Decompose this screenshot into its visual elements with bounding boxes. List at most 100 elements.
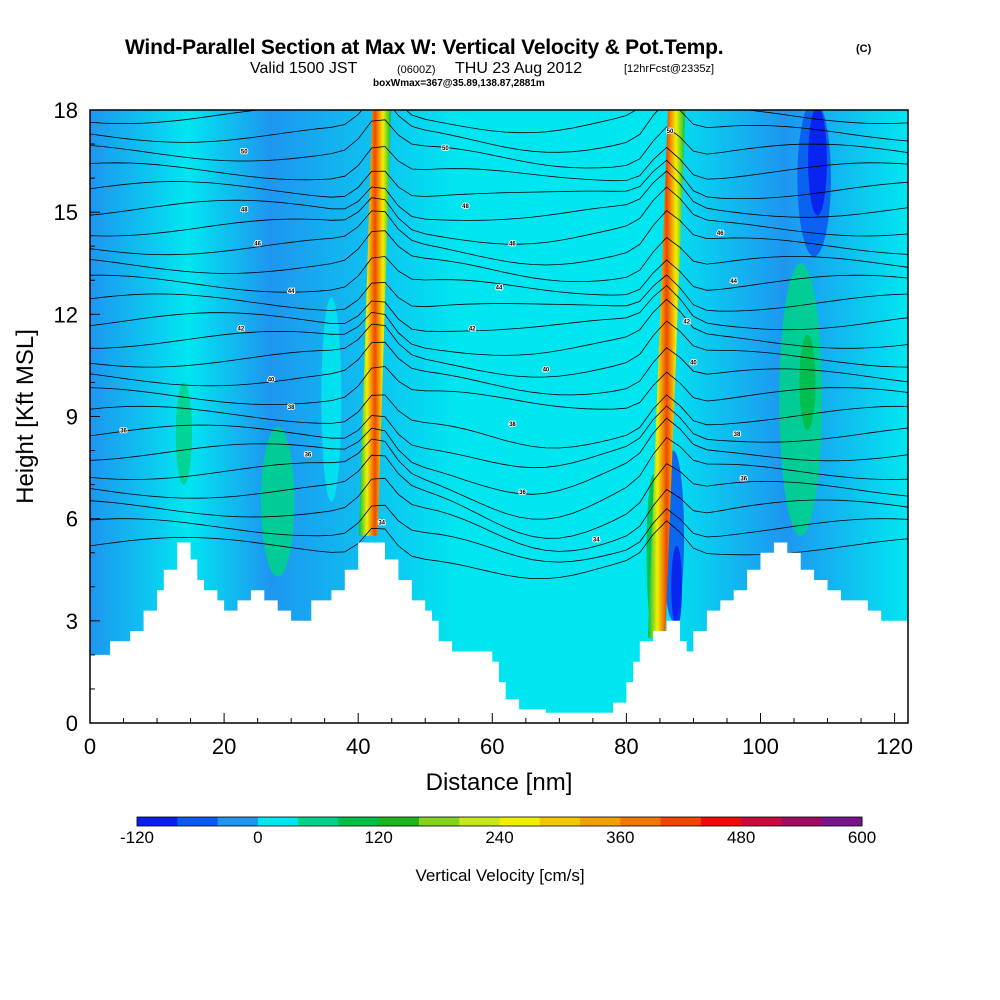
theta-contour-labels: 50 50 48 48 50 46 46 46 44 44 44 42 42 42 40 40 40 38 38 38… [119,128,748,544]
theta-contour-line [90,110,908,134]
theta-contour-label: 36 [120,429,127,435]
theta-contour-label: 42 [469,326,476,332]
theta-contour-label: 38 [509,422,516,428]
terrain-mask [90,542,908,723]
theta-contour-label: 36 [305,452,312,458]
colorbar-swatch [499,817,541,826]
velocity-region [799,334,816,431]
velocity-region [321,297,342,502]
theta-contour-line [90,417,908,495]
colorbar-swatch [580,817,621,826]
colorbar-tick-label: 0 [253,828,262,847]
colorbar-swatch [257,817,299,826]
chart-title: Wind-Parallel Section at Max W: Vertical… [125,36,724,59]
theta-contour-label: 46 [254,241,261,247]
velocity-region [505,178,613,519]
theta-contour-label: 42 [683,320,690,326]
velocity-region [808,110,827,216]
theta-contour-line [90,366,908,410]
theta-contour-line [90,230,908,283]
theta-contour-line [90,256,908,296]
colorbar-swatch [418,817,460,826]
updraft-core-left [358,110,392,536]
x-tick-label: 100 [742,734,779,759]
velocity-region [671,545,683,628]
x-tick-label: 80 [614,734,638,759]
theta-contour-line [90,119,908,169]
colorbar-swatch [459,817,500,826]
colorbar-swatch [378,817,420,826]
theta-contour-label: 46 [509,241,516,247]
valid-time: Valid 1500 JST [250,60,358,77]
colorbar-swatch [660,817,702,826]
theta-contour-label: 44 [496,286,503,292]
theta-contour-line [90,274,908,312]
y-tick-label: 9 [66,405,78,430]
theta-contour-label: 40 [543,367,550,373]
theta-contour-label: 40 [268,378,275,384]
theta-contour-label: 50 [667,129,674,135]
theta-contour-line [90,146,908,182]
colorbar-swatch [821,817,863,826]
theta-contour-line [90,186,908,245]
chart-header: Wind-Parallel Section at Max W: Vertical… [0,0,1000,100]
theta-contour-label: 48 [241,207,248,213]
colorbar-swatch [338,817,380,826]
colorbar-label: Vertical Velocity [cm/s] [415,866,584,885]
theta-contour-line [90,284,908,332]
theta-contour-line [90,341,908,396]
x-tick-label: 20 [212,734,236,759]
theta-contour-label: 40 [690,361,697,367]
y-tick-label: 18 [54,98,78,123]
x-tick-label: 40 [346,734,370,759]
velocity-region [260,426,295,577]
theta-contour-label: 42 [238,326,245,332]
colorbar-tick-label: 360 [606,828,634,847]
colorbar-swatch [741,817,782,826]
theta-contour-line [90,394,908,449]
x-tick-label: 0 [84,734,96,759]
x-axis-label: Distance [nm] [426,769,573,796]
x-tick-label: 60 [480,734,504,759]
theta-contour-line [90,477,908,552]
colorbar-swatch [700,817,742,826]
colorbar-tick-label: 480 [727,828,755,847]
y-tick-label: 6 [66,507,78,532]
colorbar-tick-label: -120 [120,828,154,847]
copyright-mark: (C) [856,43,872,55]
theta-contour-line [90,159,908,199]
colorbar-swatch [539,817,581,826]
y-tick-label: 0 [66,711,78,736]
colorbar-swatch [177,817,219,826]
colorbar-tick-label: 240 [485,828,513,847]
box-wmax-info: boxWmax=367@35.89,138.87,2881m [373,78,545,89]
theta-contour-line [90,170,908,221]
colorbar-swatch [137,817,178,826]
colorbar-swatch [217,817,259,826]
updraft-core-right [647,110,686,638]
theta-contour-label: 38 [734,432,741,438]
colorbar-frame [136,816,863,827]
y-tick-label: 3 [66,609,78,634]
colorbar: -120 0 120 240 360 480 600 Vertical Velocity [c… [120,816,876,885]
y-tick-label: 15 [54,200,78,225]
colorbar-swatch [781,817,823,826]
theta-contour-label: 44 [730,279,737,285]
y-axis-label: Height [Kft MSL] [12,329,39,504]
theta-contour-label: 36 [740,476,747,482]
theta-contour-label: 36 [519,490,526,496]
theta-contour-line [90,320,908,378]
colorbar-swatch [620,817,662,826]
theta-contour-label: 44 [288,289,295,295]
theta-contour-label: 50 [241,149,248,155]
theta-contour-line [90,298,908,356]
valid-time-utc: (0600Z) [397,64,436,76]
colorbar-tick-label: 600 [848,828,876,847]
theta-contour-label: 46 [717,231,724,237]
forecast-info: [12hrFcst@2335z] [624,63,715,75]
colorbar-swatch [298,817,339,826]
x-tick-label: 120 [876,734,913,759]
theta-contour-line [90,210,908,266]
